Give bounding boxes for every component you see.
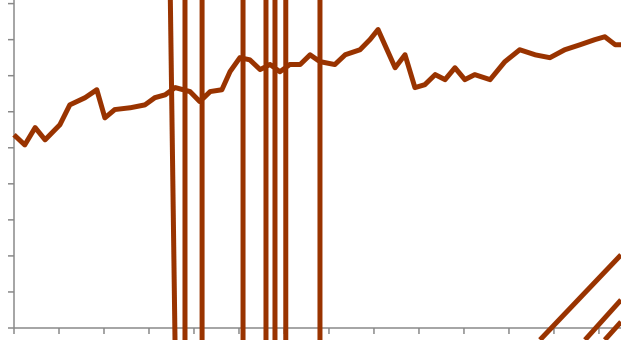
data-line [167,0,178,340]
data-line [583,298,621,340]
data-line [602,320,621,340]
data-line [538,253,621,340]
data-line [12,27,621,148]
